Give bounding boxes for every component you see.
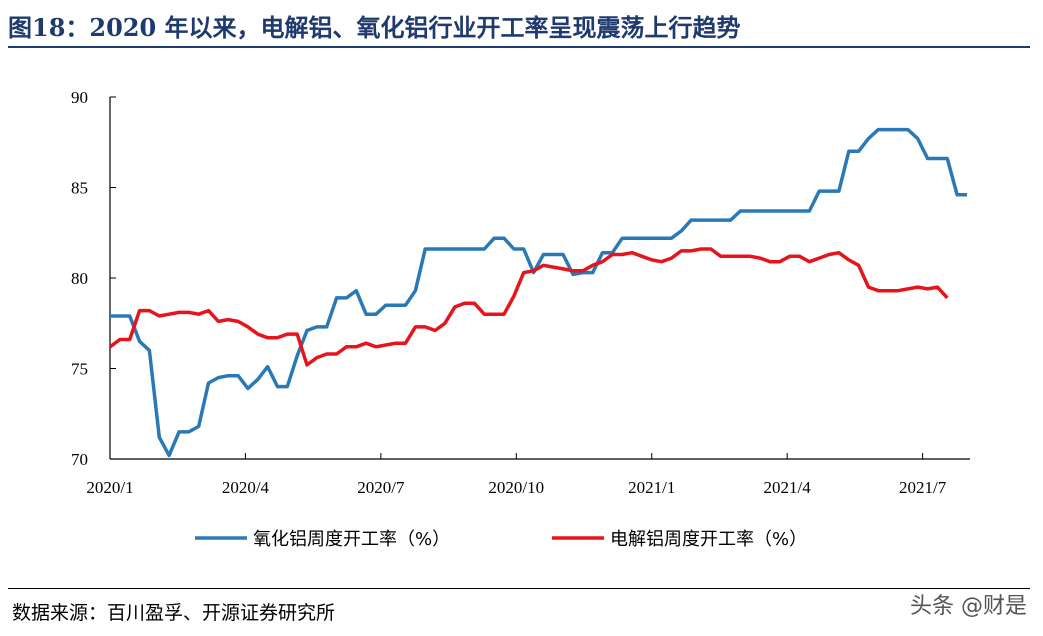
series-line-alumina <box>110 127 967 458</box>
legend-label: 氧化铝周度开工率（%） <box>253 529 450 550</box>
series-layer <box>108 127 967 458</box>
footer-divider <box>8 588 1030 589</box>
series-line-aluminum <box>108 247 949 367</box>
watermark: 头条 @财是 <box>910 594 1027 619</box>
y-tick-label: 75 <box>71 360 88 379</box>
y-tick-label: 80 <box>71 269 88 288</box>
y-tick-label: 90 <box>71 88 88 107</box>
x-tick-label: 2020/4 <box>222 478 270 497</box>
x-tick-label: 2021/7 <box>899 478 947 497</box>
line-chart: 70 75 80 85 90 2020/1 2020/4 2020/7 2020/10 2021/… <box>71 88 970 550</box>
title-divider <box>8 46 1030 48</box>
page-title: 图18：2020 年以来，电解铝、氧化铝行业开工率呈现震荡上行趋势 <box>8 13 741 42</box>
legend: 氧化铝周度开工率（%） 电解铝周度开工率（%） <box>195 529 807 550</box>
x-tick-label: 2020/7 <box>357 478 405 497</box>
legend-label: 电解铝周度开工率（%） <box>610 529 807 550</box>
legend-item-aluminum: 电解铝周度开工率（%） <box>552 529 807 550</box>
source-note: 数据来源：百川盈孚、开源证券研究所 <box>12 602 336 624</box>
chart-area: 70 75 80 85 90 2020/1 2020/4 2020/7 2020/10 2021/… <box>0 50 1043 590</box>
y-tick-label: 70 <box>71 450 88 469</box>
axes: 70 75 80 85 90 2020/1 2020/4 2020/7 2020/10 2021/… <box>71 88 970 497</box>
x-tick-label: 2020/1 <box>86 478 133 497</box>
legend-item-alumina: 氧化铝周度开工率（%） <box>195 529 450 550</box>
x-tick-label: 2020/10 <box>488 478 544 497</box>
x-tick-label: 2021/1 <box>628 478 675 497</box>
x-tick-label: 2021/4 <box>764 478 812 497</box>
y-tick-label: 85 <box>71 179 88 198</box>
